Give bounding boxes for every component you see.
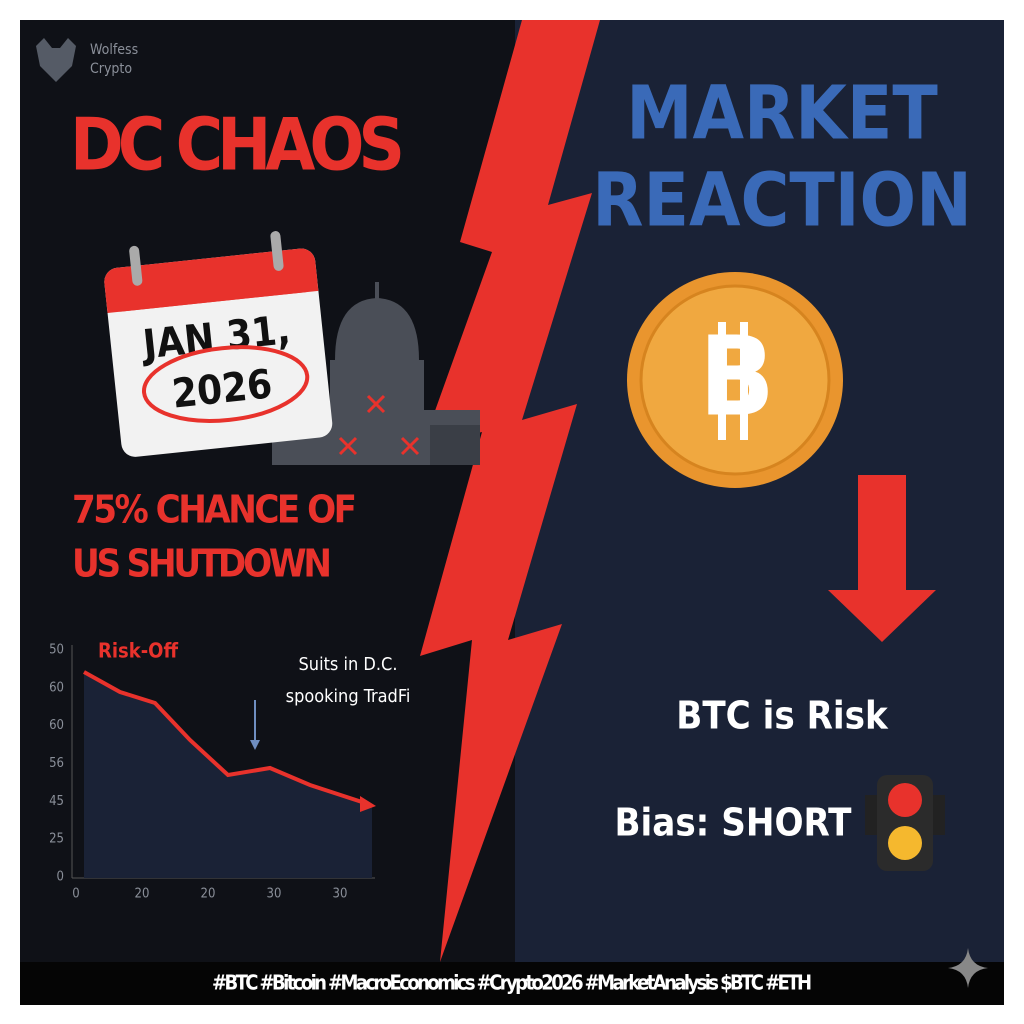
y-tick-label: 56 [49,756,64,771]
bias: Bias: SHORT [615,801,853,845]
coin-symbol: B [699,312,774,440]
left-title: DC CHAOS [70,103,405,187]
trend-arrow [360,796,376,812]
mini-chart: 50 60 60 56 45 25 0 0 20 20 30 30 Risk-Off Suits i… [49,639,410,902]
y-tick-label: 45 [49,794,64,809]
annotation-2: spooking TradFi [286,686,411,707]
chart-label: Risk-Off [98,639,178,663]
footer-bar [20,962,1004,1005]
x-tick-label: 20 [201,887,216,902]
traffic-light [865,775,945,871]
x-marks [338,394,420,456]
bitcoin-coin: B [627,272,843,488]
y-tick-label: 50 [49,643,64,658]
right-title-2: REACTION [592,158,972,244]
statement: BTC is Risk [676,694,889,738]
annotation-1: Suits in D.C. [299,654,398,675]
calendar-year: 2026 [170,361,274,417]
x-tick-label: 30 [333,887,348,902]
down-arrow [828,475,936,642]
headline-2: US SHUTDOWN [72,542,332,586]
y-tick-label: 0 [57,870,64,885]
brand-sub: Crypto [90,61,132,77]
y-tick-label: 60 [49,718,64,733]
brand-name: Wolfess [90,42,138,58]
x-tick-label: 0 [72,887,79,902]
lightning-bolt [420,20,600,962]
right-title-1: MARKET [626,71,938,157]
y-tick-label: 25 [49,832,64,847]
hashtags: #BTC #Bitcoin #MacroEconomics #Crypto202… [212,971,812,995]
x-tick-label: 30 [267,887,282,902]
brand-logo: Wolfess Crypto [36,38,138,82]
y-tick-label: 60 [49,680,64,695]
calendar: JAN 31, 2026 [104,231,333,457]
x-tick-label: 20 [135,887,150,902]
trend-line [83,670,366,805]
sparkle [948,948,988,988]
headline-1: 75% CHANCE OF [72,488,357,532]
annotation-arrowhead [250,740,260,750]
